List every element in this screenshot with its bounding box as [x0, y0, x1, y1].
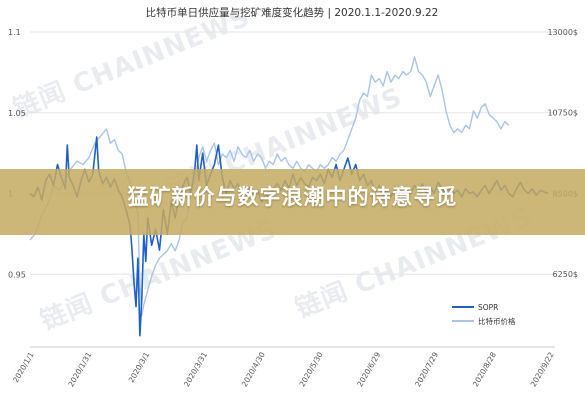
x-tick-label: 2020/9/22 — [529, 350, 556, 388]
legend: SOPR 比特币价格 — [452, 303, 516, 326]
x-tick-label: 2020/5/30 — [298, 350, 325, 388]
x-axis: 2020/1/1 2020/1/31 2020/3/1 2020/3/31 2020/4… — [11, 350, 556, 388]
x-tick-label: 2020/4/30 — [240, 350, 267, 388]
left-tick-label: 1.05 — [8, 109, 26, 118]
x-tick-label: 2020/3/1 — [127, 350, 152, 384]
x-tick-label: 2020/8/28 — [471, 350, 498, 388]
legend-label-sopr: SOPR — [478, 303, 498, 312]
left-axis: 1.11.0510.95 — [8, 28, 26, 279]
x-tick-label: 2020/1/1 — [11, 350, 36, 384]
banner — [0, 169, 585, 235]
x-tick-label: 2020/3/31 — [182, 350, 209, 388]
x-tick-label: 2020/1/31 — [66, 350, 93, 388]
legend-label-price: 比特币价格 — [478, 316, 516, 326]
banner-title: 猛矿新价与数字浪潮中的诗意寻觅 — [127, 185, 458, 209]
watermark-1: 链闻 CHAINNEWS — [9, 1, 255, 124]
left-tick-label: 1.1 — [8, 28, 21, 37]
left-tick-label: 0.95 — [8, 270, 26, 279]
chart-title: 比特币单日供应量与挖矿难度变化趋势 | 2020.1.1-2020.9.22 — [146, 6, 439, 19]
right-tick-label: 13000$ — [547, 28, 578, 37]
x-tick-label: 2020/7/29 — [413, 350, 440, 388]
right-axis: 13000$10750$8500$6250$ — [547, 28, 578, 279]
right-tick-label: 6250$ — [553, 270, 578, 279]
x-tick-label: 2020/6/29 — [355, 350, 382, 388]
right-tick-label: 10750$ — [547, 109, 578, 118]
